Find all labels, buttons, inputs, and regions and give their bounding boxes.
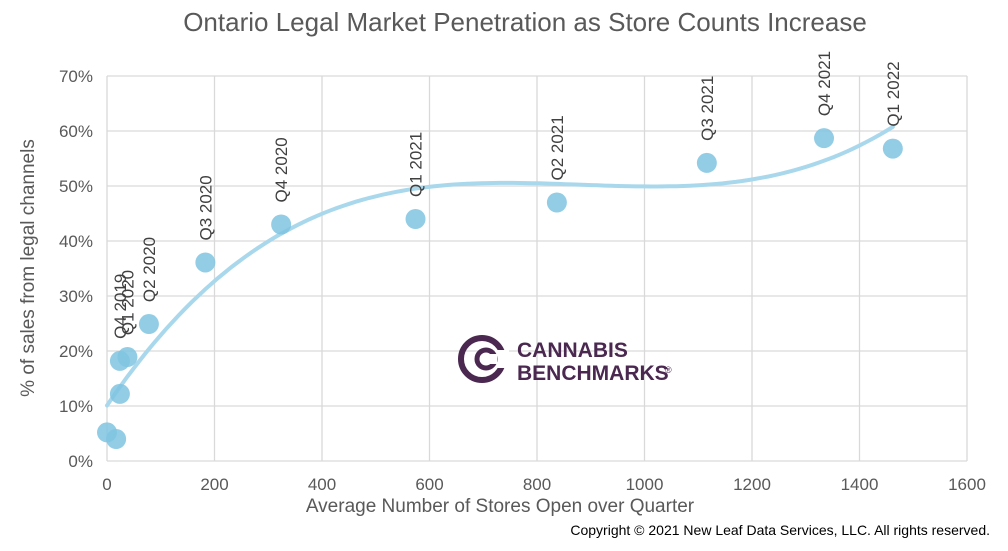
x-tick-label: 200 <box>200 475 228 494</box>
x-tick-label: 1200 <box>733 475 771 494</box>
data-point <box>109 383 130 404</box>
y-tick-label: 30% <box>59 287 93 306</box>
logo-line-1: CANNABIS <box>517 339 628 362</box>
data-point-label: Q4 2021 <box>815 51 834 116</box>
y-axis-ticks: 0% 10% 20% 30% 40% 50% 60% 70% <box>59 67 93 471</box>
data-point <box>405 209 426 229</box>
data-point-label: Q2 2020 <box>140 237 159 302</box>
data-point-label: Q3 2020 <box>196 175 215 240</box>
data-point <box>138 314 159 335</box>
x-tick-label: 1600 <box>948 475 986 494</box>
trendline <box>105 124 895 408</box>
data-point-label: Q3 2021 <box>698 76 717 141</box>
x-axis-label: Average Number of Stores Open over Quart… <box>306 496 695 517</box>
y-tick-label: 50% <box>59 177 93 196</box>
logo-line-2: BENCHMARKS <box>517 362 669 385</box>
data-point <box>546 192 567 213</box>
grid <box>106 75 968 462</box>
data-point <box>696 152 717 173</box>
x-tick-label: 600 <box>415 475 443 494</box>
cannabis-benchmarks-logo: CANNABIS BENCHMARKS ® <box>458 335 672 385</box>
data-point-label: Q1 2020 <box>118 270 137 335</box>
y-tick-label: 60% <box>59 122 93 141</box>
x-axis-ticks: 0 200 400 600 800 1000 1200 1400 1600 <box>102 475 986 494</box>
data-point-label: Q4 2020 <box>272 137 291 202</box>
data-point-label: Q1 2022 <box>884 61 903 126</box>
logo-mark-icon <box>458 335 509 383</box>
data-point <box>106 429 127 449</box>
y-axis-label: % of sales from legal channels <box>18 139 39 397</box>
data-point <box>882 138 903 159</box>
data-point <box>117 347 138 368</box>
x-tick-label: 0 <box>102 475 111 494</box>
x-tick-label: 800 <box>523 475 551 494</box>
y-tick-label: 70% <box>59 67 93 86</box>
data-point-label: Q4 2019 <box>111 274 130 339</box>
y-tick-label: 40% <box>59 232 93 251</box>
x-tick-label: 1000 <box>626 475 664 494</box>
data-points <box>97 128 903 449</box>
y-tick-label: 10% <box>59 397 93 416</box>
copyright-notice: Copyright © 2021 New Leaf Data Services,… <box>570 522 990 538</box>
data-point-label: Q1 2021 <box>407 132 426 197</box>
x-tick-label: 1400 <box>841 475 879 494</box>
data-point <box>271 214 292 235</box>
y-tick-label: 20% <box>59 342 93 361</box>
logo-registered-mark: ® <box>665 365 672 375</box>
data-point-label: Q2 2021 <box>548 115 567 180</box>
data-point <box>814 128 835 149</box>
chart-title: Ontario Legal Market Penetration as Stor… <box>183 7 867 37</box>
y-tick-label: 0% <box>68 452 93 471</box>
data-point <box>195 252 216 273</box>
x-tick-label: 400 <box>308 475 336 494</box>
